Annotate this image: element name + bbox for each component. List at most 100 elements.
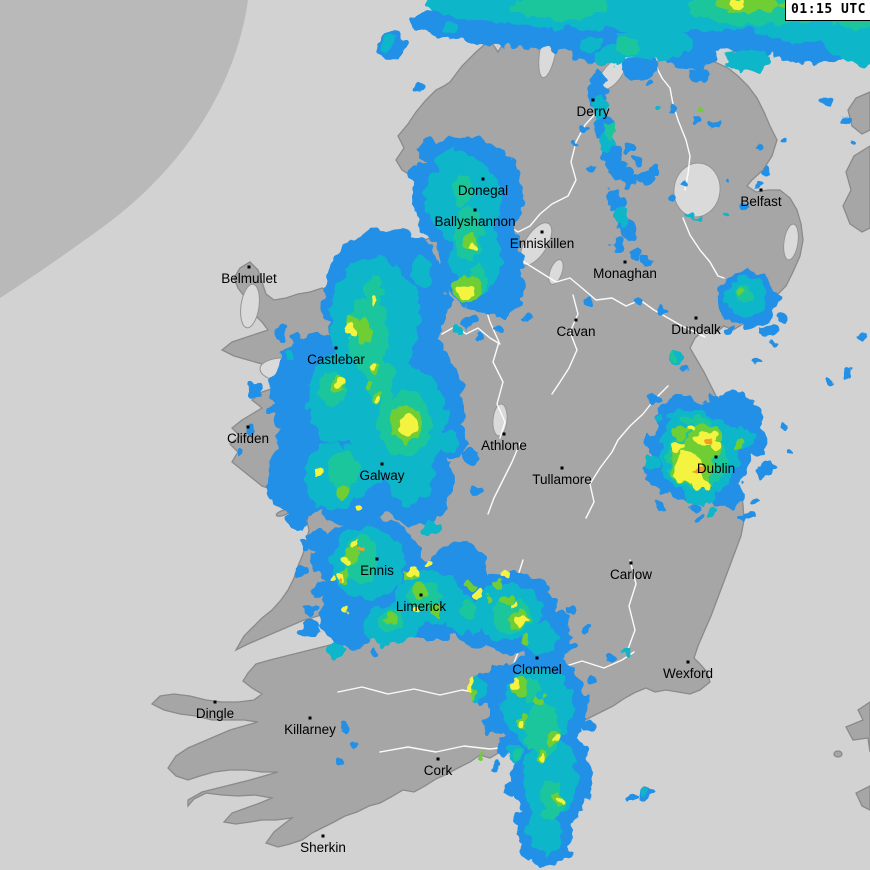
rain-cell-moderate [437, 148, 467, 182]
rain-cell-light [777, 314, 787, 322]
rain-cell-heavy [452, 175, 472, 205]
rain-cell-intense [675, 452, 699, 484]
rain-cell-intense [458, 284, 474, 300]
rain-cell-light [644, 432, 656, 448]
rain-cell-light [352, 742, 358, 748]
city-ballyshannon: Ballyshannon [434, 208, 516, 229]
rain-cell-light [637, 171, 653, 185]
rain-cell-light [692, 116, 700, 124]
rain-cell-moderate [592, 54, 608, 66]
rain-cell-moderate [521, 623, 559, 653]
rain-cell-light [588, 164, 596, 172]
timestamp-badge: 01:15 UTC [785, 0, 870, 21]
city-cavan: Cavan [556, 318, 596, 339]
rain-cell-moderate [656, 414, 664, 422]
rain-cell-light [288, 410, 298, 420]
rain-cell-light [750, 440, 766, 456]
rain-cell-light [612, 237, 624, 253]
rain-cell-light [409, 501, 431, 519]
rain-cell-light [674, 394, 686, 402]
city-killarney: Killarney [284, 716, 336, 737]
rain-cell-light [557, 842, 573, 858]
city-dot [629, 561, 633, 565]
city-belfast: Belfast [740, 188, 782, 209]
rain-cell-moderate [592, 96, 608, 120]
city-label: Donegal [458, 183, 508, 198]
rain-cell-light [514, 194, 526, 206]
rain-cell-very-heavy [428, 604, 442, 616]
rain-cell-light [788, 56, 798, 64]
rain-cell-light [755, 182, 761, 188]
rain-cell-light [725, 328, 735, 336]
city-castlebar: Castlebar [307, 346, 365, 367]
rain-cell-light [272, 475, 298, 505]
rain-cell-light [501, 726, 509, 734]
city-label: Galway [359, 468, 404, 483]
rain-cell-intense [469, 679, 475, 693]
rain-cell-moderate [284, 352, 292, 360]
rain-cell-light [570, 692, 590, 708]
rain-cell-intense [557, 797, 563, 807]
city-dot [535, 656, 539, 660]
rain-cell-moderate [386, 439, 434, 505]
rain-cell-light [590, 70, 606, 86]
rain-cell-light [370, 648, 380, 656]
rain-cell-extreme [694, 469, 706, 475]
rain-cell-light [288, 510, 308, 530]
rain-cell-intense [400, 415, 416, 435]
rain-cell-light [299, 619, 321, 637]
rain-cell-intense [473, 587, 483, 597]
rain-cell-heavy [514, 750, 522, 758]
rain-cell-light [304, 604, 316, 616]
city-dot [380, 462, 384, 466]
radar-range-boundary [0, 0, 248, 298]
rain-cell-light [483, 697, 493, 707]
rain-cell-light [292, 333, 300, 343]
city-label: Ballyshannon [434, 214, 515, 229]
rain-cell-light [641, 257, 651, 267]
rain-cell-intense [369, 296, 375, 304]
rain-cell-very-heavy [520, 635, 530, 645]
rain-cell-light [751, 496, 759, 504]
rain-cell-intense [696, 482, 708, 490]
rain-cell-light [581, 718, 595, 732]
rain-cell-intense [414, 605, 422, 613]
rain-cell-intense [500, 569, 508, 577]
rain-cell-intense [673, 442, 683, 454]
rain-cell-light [787, 449, 793, 455]
rain-cell-moderate [644, 455, 660, 469]
rain-cell-moderate [423, 519, 441, 537]
city-dot [574, 318, 578, 322]
city-label: Clifden [227, 431, 269, 446]
rain-cell-light [572, 142, 578, 148]
city-dot [246, 425, 250, 429]
city-wexford: Wexford [663, 660, 713, 681]
rain-cell-light [299, 539, 311, 551]
city-labels-layer: Derry Donegal Ballyshannon Enniskillen Belfa… [196, 98, 782, 855]
rain-cell-light [474, 334, 482, 342]
rain-cell-intense [712, 441, 722, 451]
city-dot [540, 230, 544, 234]
rain-cell-light [629, 249, 643, 261]
rain-cell-intense [329, 577, 335, 583]
rain-cell-light [753, 144, 761, 150]
city-dublin: Dublin [697, 455, 735, 476]
rain-cell-moderate [686, 212, 694, 218]
city-dot [334, 346, 338, 350]
city-label: Cavan [556, 324, 595, 339]
rain-cell-very-heavy [536, 695, 544, 705]
rain-cell-intense [686, 426, 694, 434]
rain-cell-light [827, 379, 835, 385]
rain-cell-light [680, 179, 686, 185]
rain-cell-intense [336, 377, 344, 387]
rain-cell-light [466, 451, 480, 465]
rain-cell-light [670, 105, 676, 111]
city-dot [623, 260, 627, 264]
rain-cell-light [530, 856, 550, 868]
rain-cell-intense [342, 604, 348, 612]
city-label: Castlebar [307, 352, 365, 367]
rain-cell-light [635, 296, 645, 304]
rain-cell-light [483, 724, 493, 736]
rain-cell-light [492, 767, 498, 773]
